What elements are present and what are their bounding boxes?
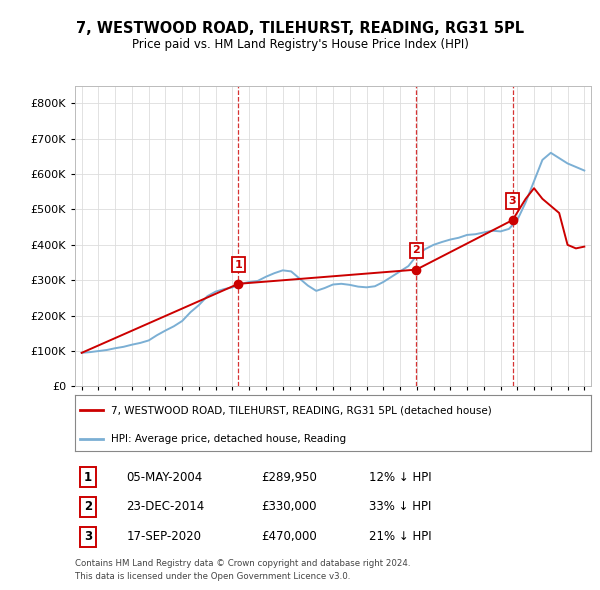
- Text: £470,000: £470,000: [261, 530, 317, 543]
- Text: 1: 1: [84, 471, 92, 484]
- Text: This data is licensed under the Open Government Licence v3.0.: This data is licensed under the Open Gov…: [75, 572, 350, 581]
- Text: 21% ↓ HPI: 21% ↓ HPI: [369, 530, 432, 543]
- Text: HPI: Average price, detached house, Reading: HPI: Average price, detached house, Read…: [111, 434, 346, 444]
- Text: Contains HM Land Registry data © Crown copyright and database right 2024.: Contains HM Land Registry data © Crown c…: [75, 559, 410, 568]
- Text: 2: 2: [84, 500, 92, 513]
- Text: 7, WESTWOOD ROAD, TILEHURST, READING, RG31 5PL (detached house): 7, WESTWOOD ROAD, TILEHURST, READING, RG…: [111, 405, 492, 415]
- Text: 23-DEC-2014: 23-DEC-2014: [127, 500, 205, 513]
- Text: £330,000: £330,000: [261, 500, 316, 513]
- Text: 7, WESTWOOD ROAD, TILEHURST, READING, RG31 5PL: 7, WESTWOOD ROAD, TILEHURST, READING, RG…: [76, 21, 524, 35]
- Text: 05-MAY-2004: 05-MAY-2004: [127, 471, 203, 484]
- Text: 33% ↓ HPI: 33% ↓ HPI: [369, 500, 431, 513]
- Text: 3: 3: [509, 196, 517, 206]
- Text: 12% ↓ HPI: 12% ↓ HPI: [369, 471, 432, 484]
- Text: 17-SEP-2020: 17-SEP-2020: [127, 530, 202, 543]
- Text: 2: 2: [412, 245, 420, 255]
- Text: £289,950: £289,950: [261, 471, 317, 484]
- Text: Price paid vs. HM Land Registry's House Price Index (HPI): Price paid vs. HM Land Registry's House …: [131, 38, 469, 51]
- Text: 3: 3: [84, 530, 92, 543]
- Text: 1: 1: [235, 260, 242, 270]
